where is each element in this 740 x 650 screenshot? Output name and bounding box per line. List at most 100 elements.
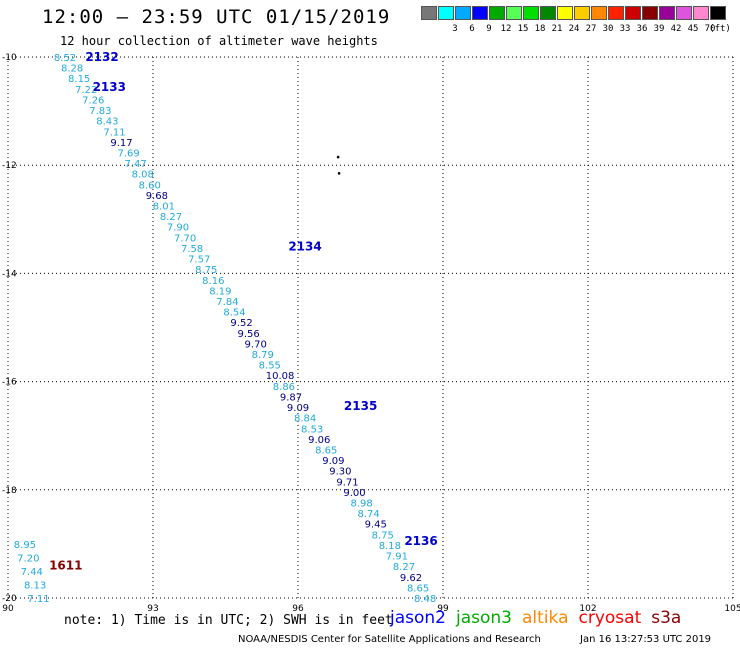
scale-label: 39 (653, 24, 665, 34)
wave-height-value: 9.87 (280, 392, 302, 403)
wave-height-value: 8.13 (24, 580, 46, 591)
scale-swatch (540, 6, 556, 20)
scale-swatch (659, 6, 675, 20)
scale-label: 6 (469, 24, 475, 34)
wave-height-value: 7.11 (103, 127, 125, 138)
wave-height-value: 7.58 (181, 244, 203, 255)
scale-label: 3 (452, 24, 458, 34)
pass-labels: 2132 2133 2134 2135 2136 1611 (49, 50, 438, 573)
scale-label: 12 (500, 24, 512, 34)
wave-height-value: 8.60 (139, 180, 161, 191)
wave-height-value: 7.22 (75, 85, 97, 96)
wave-height-value: 9.09 (322, 456, 344, 467)
wave-height-value: 8.54 (223, 308, 245, 319)
scale-swatch (608, 6, 624, 20)
scale-swatch (455, 6, 471, 20)
legend-item: jason2 (390, 608, 446, 628)
lon-tick-label: 99 (437, 604, 449, 614)
wave-height-value: 8.75 (195, 265, 217, 276)
wave-height-value: 8.65 (407, 583, 429, 594)
satellite-legend: jason2 jason3 altika cryosat s3a (390, 608, 691, 628)
lat-tick-label: -20 (2, 594, 17, 604)
scale-swatch (676, 6, 692, 20)
legend-item: cryosat (578, 608, 642, 628)
lat-tick-label: -12 (2, 161, 17, 171)
pass-number-label: 2135 (344, 399, 377, 413)
wave-height-value: 8.15 (68, 74, 90, 85)
pass-number-label: 2133 (93, 80, 126, 94)
scale-label: 27 (585, 24, 597, 34)
wave-height-value: 8.95 (14, 540, 36, 551)
scale-swatch (557, 6, 573, 20)
credit-line: NOAA/NESDIS Center for Satellite Applica… (238, 634, 541, 645)
wave-height-value: 9.00 (343, 488, 365, 499)
wave-height-value: 8.27 (160, 212, 182, 223)
scale-label: 15 (517, 24, 529, 34)
legend-item: altika (522, 608, 569, 628)
scale-label: 24 (568, 24, 580, 34)
scale-label: 42 (670, 24, 682, 34)
island-marker (337, 172, 341, 175)
scale-label: 21 (551, 24, 563, 34)
wave-height-value: 7.26 (82, 95, 104, 106)
scale-label: 45 (687, 24, 699, 34)
scale-swatch (489, 6, 505, 20)
scale-label: 18 (534, 24, 546, 34)
scale-label: 36 (636, 24, 648, 34)
lon-tick-label: 102 (579, 604, 596, 614)
scale-swatch (574, 6, 590, 20)
scale-label: 30 (602, 24, 614, 34)
island-marker (336, 155, 340, 159)
wave-height-value: 8.01 (153, 202, 175, 213)
pass-number-label: 2134 (288, 239, 321, 253)
map-title: 12:00 – 23:59 UTC 01/15/2019 (42, 6, 391, 28)
wave-height-value: 8.86 (273, 382, 295, 393)
pass-number-label: 2136 (404, 534, 437, 548)
scale-unit-label: (ft) (709, 24, 731, 34)
wave-height-value: 8.28 (61, 64, 83, 75)
wave-height-value: 8.18 (379, 541, 401, 552)
scale-swatch (693, 6, 709, 20)
wave-height-value: 7.57 (188, 255, 210, 266)
wave-height-value: 9.56 (237, 329, 259, 340)
wave-height-value: 8.98 (350, 499, 372, 510)
land-islands (336, 155, 341, 175)
lon-tick-label: 105 (724, 604, 740, 614)
lat-lon-grid (7, 56, 734, 599)
wave-height-value: 8.84 (294, 414, 316, 425)
wave-height-value: 9.62 (400, 573, 422, 584)
map-subtitle: 12 hour collection of altimeter wave hei… (60, 34, 378, 48)
legend-item: jason3 (456, 608, 512, 628)
wave-height-value: 8.52 (54, 53, 76, 64)
lon-tick-label: 93 (147, 604, 158, 614)
wave-height-value: 7.44 (21, 567, 43, 578)
wave-height-value: 8.53 (301, 424, 323, 435)
wave-height-value: 9.45 (365, 520, 387, 531)
lon-tick-label: 96 (292, 604, 304, 614)
scale-label: 9 (486, 24, 492, 34)
scale-swatch (472, 6, 488, 20)
wave-height-value: 8.16 (202, 276, 224, 287)
wave-height-value: 9.52 (230, 318, 252, 329)
wave-height-value: 9.06 (308, 435, 330, 446)
wave-height-value: 8.19 (209, 286, 231, 297)
wave-height-value: 7.70 (174, 233, 196, 244)
wave-height-value: 9.70 (245, 339, 267, 350)
generated-timestamp: Jan 16 13:27:53 UTC 2019 (580, 634, 712, 645)
wave-height-value: 7.20 (17, 553, 39, 564)
wave-height-value: 8.74 (358, 509, 380, 520)
units-note: note: 1) Time is in UTC; 2) SWH is in fe… (64, 613, 393, 628)
scale-swatch (642, 6, 658, 20)
wave-height-value: 9.17 (110, 138, 132, 149)
wave-height-value: 7.69 (117, 148, 139, 159)
lat-tick-label: -10 (2, 53, 17, 63)
altimeter-tracks: 8.528.288.157.227.267.838.437.119.177.69… (14, 53, 436, 605)
wave-height-value: 7.11 (27, 594, 49, 605)
wave-height-value: 9.09 (287, 403, 309, 414)
legend-item: s3a (651, 608, 682, 628)
wave-height-value: 8.27 (393, 562, 415, 573)
wave-height-value: 8.65 (315, 445, 337, 456)
wave-height-value: 9.30 (329, 467, 351, 478)
